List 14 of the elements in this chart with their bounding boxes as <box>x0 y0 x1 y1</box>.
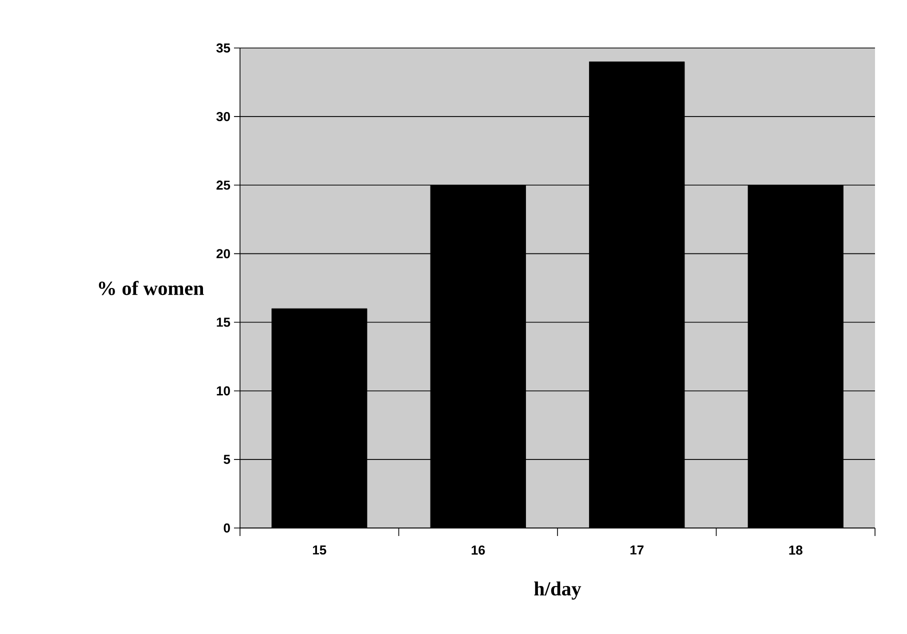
x-axis-title: h/day <box>534 582 582 600</box>
x-tick-label: 16 <box>472 546 485 555</box>
y-tick-label: 15 <box>216 318 230 327</box>
y-tick-label: 25 <box>216 180 230 190</box>
y-tick-label: 35 <box>216 43 230 53</box>
x-tick-label: 15 <box>312 546 326 555</box>
y-tick-label: 0 <box>224 523 230 533</box>
x-tick-label: 17 <box>630 546 644 554</box>
y-tick-label: 30 <box>216 112 230 122</box>
y-axis-title: % of women <box>98 280 204 296</box>
y-tick-label: 5 <box>224 454 230 464</box>
y-tick-label: 10 <box>216 386 230 396</box>
y-tick-label: 20 <box>216 249 230 258</box>
x-tick-label: 18 <box>789 546 802 555</box>
